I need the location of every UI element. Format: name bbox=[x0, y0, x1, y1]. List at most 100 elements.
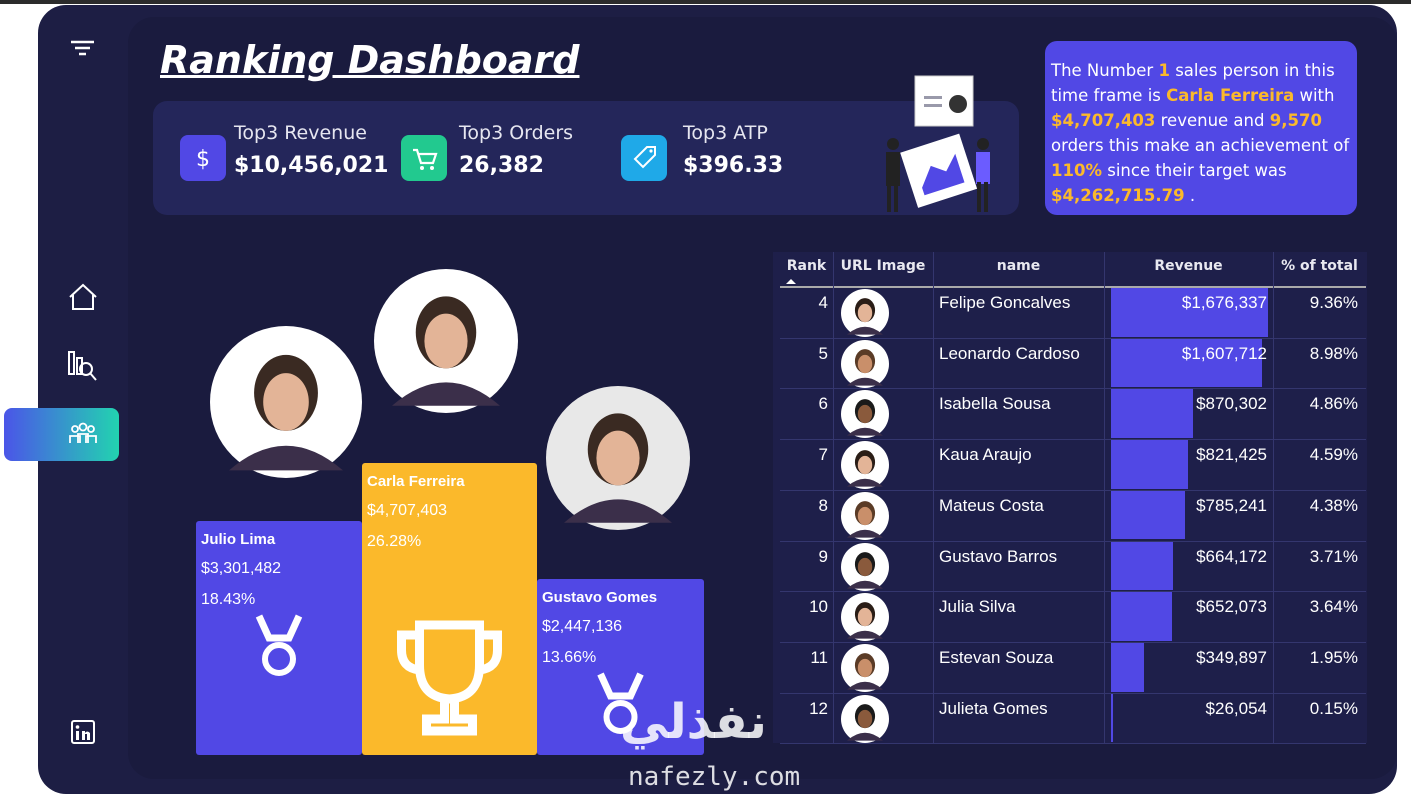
filter-icon[interactable] bbox=[71, 40, 94, 56]
revenue-bar bbox=[1111, 541, 1174, 591]
svg-text:$: $ bbox=[196, 147, 210, 172]
podium-name: Julio Lima bbox=[201, 531, 276, 548]
shoulders bbox=[847, 580, 883, 589]
revenue-bar bbox=[1111, 490, 1185, 540]
revenue: $1,676,337 bbox=[1181, 293, 1267, 312]
avatar bbox=[210, 326, 362, 478]
rank: 5 bbox=[818, 343, 828, 363]
share: 4.59% bbox=[1309, 445, 1358, 465]
face bbox=[424, 313, 468, 369]
kpi-box bbox=[153, 101, 1019, 215]
avatar bbox=[841, 491, 889, 540]
revenue: $349,897 bbox=[1196, 647, 1267, 667]
revenue-bar bbox=[1111, 693, 1114, 743]
summary-text: The Number bbox=[1051, 61, 1159, 80]
summary-text: revenue and bbox=[1155, 111, 1270, 130]
face bbox=[857, 455, 873, 475]
linkedin-icon[interactable] bbox=[71, 720, 95, 744]
row-divider bbox=[780, 591, 1366, 593]
shoulders bbox=[392, 382, 500, 406]
avatar bbox=[841, 593, 889, 642]
share: 1.95% bbox=[1309, 647, 1358, 667]
revenue: $26,054 bbox=[1205, 698, 1267, 718]
avatar bbox=[841, 339, 889, 388]
name: Mateus Costa bbox=[939, 495, 1044, 515]
row-divider bbox=[780, 743, 1366, 745]
shoulders bbox=[847, 428, 883, 436]
share: 8.98% bbox=[1309, 343, 1358, 363]
active-nav[interactable] bbox=[4, 408, 119, 461]
people-icon bbox=[69, 422, 97, 443]
shoulders bbox=[229, 445, 343, 471]
analytics-icon[interactable] bbox=[68, 351, 97, 381]
rank: 9 bbox=[818, 546, 828, 566]
avatar bbox=[841, 643, 889, 692]
face bbox=[857, 658, 873, 678]
avatar bbox=[841, 339, 889, 388]
watermark: nafezly.com bbox=[628, 762, 801, 792]
ranking-table: Rank URL Image name Revenue % of total 4 Felip… bbox=[773, 252, 1367, 745]
summary-text: . bbox=[1184, 186, 1196, 205]
avatar bbox=[841, 390, 889, 439]
face bbox=[857, 557, 873, 576]
name: Leonardo Cardoso bbox=[939, 343, 1080, 363]
sort-indicator bbox=[786, 279, 796, 284]
revenue: $785,241 bbox=[1196, 495, 1267, 515]
kpi-value: $396.33 bbox=[683, 153, 784, 178]
face bbox=[857, 303, 873, 323]
column-divider bbox=[933, 252, 934, 743]
medal-icon bbox=[262, 642, 296, 676]
podium-revenue: $3,301,482 bbox=[201, 560, 281, 577]
podium-name: Gustavo Gomes bbox=[542, 589, 657, 606]
highlight: 1 bbox=[1158, 61, 1170, 80]
kpi-value: $10,456,021 bbox=[234, 153, 389, 178]
rank: 10 bbox=[809, 597, 828, 617]
highlight: Carla Ferreira bbox=[1166, 86, 1295, 105]
share: 9.36% bbox=[1309, 293, 1358, 312]
revenue-bar bbox=[1111, 338, 1262, 388]
rank: 11 bbox=[810, 647, 828, 667]
name: Isabella Sousa bbox=[939, 394, 1051, 414]
shoulders bbox=[564, 499, 672, 523]
kpi-label: Top3 ATP bbox=[683, 122, 768, 144]
revenue-bar bbox=[1111, 288, 1268, 337]
podium: Julio Lima $3,301,482 18.43% Carla Ferreira… bbox=[196, 269, 704, 755]
row-divider bbox=[780, 439, 1366, 441]
summary-text: since their target was bbox=[1101, 161, 1287, 180]
trophy-icon bbox=[397, 620, 502, 736]
share: 4.86% bbox=[1309, 394, 1358, 414]
rank: 12 bbox=[809, 698, 828, 718]
summary-text: orders this make an achievement of bbox=[1051, 136, 1350, 155]
summary-text: with bbox=[1294, 86, 1335, 105]
name: Julia Silva bbox=[939, 597, 1016, 617]
top-bar bbox=[0, 0, 1411, 4]
illustration bbox=[886, 75, 990, 212]
face bbox=[857, 506, 873, 525]
revenue-bar bbox=[1111, 389, 1193, 439]
avatar bbox=[841, 390, 889, 439]
podium-block bbox=[537, 579, 704, 755]
watermark: نفذلي bbox=[620, 694, 767, 750]
medal-icon bbox=[603, 700, 638, 734]
column-header: % of total bbox=[1281, 258, 1358, 274]
header-divider bbox=[780, 286, 1366, 288]
avatar bbox=[546, 386, 690, 530]
shoulders bbox=[847, 478, 883, 487]
row-divider bbox=[780, 337, 1366, 339]
home-icon[interactable] bbox=[69, 283, 97, 310]
shoulders bbox=[847, 529, 883, 538]
podium-name: Carla Ferreira bbox=[367, 473, 465, 490]
name: Felipe Goncalves bbox=[939, 293, 1071, 312]
name: Gustavo Barros bbox=[939, 546, 1058, 566]
revenue: $870,302 bbox=[1196, 394, 1267, 414]
highlight: 110% bbox=[1051, 161, 1102, 180]
podium-block bbox=[362, 463, 537, 755]
row-divider bbox=[780, 540, 1366, 542]
shoulders bbox=[847, 630, 883, 639]
tag-icon bbox=[621, 135, 667, 181]
name: Julieta Gomes bbox=[939, 698, 1048, 718]
revenue-bar bbox=[1111, 440, 1188, 489]
revenue: $664,172 bbox=[1196, 546, 1267, 566]
avatar bbox=[841, 542, 889, 591]
